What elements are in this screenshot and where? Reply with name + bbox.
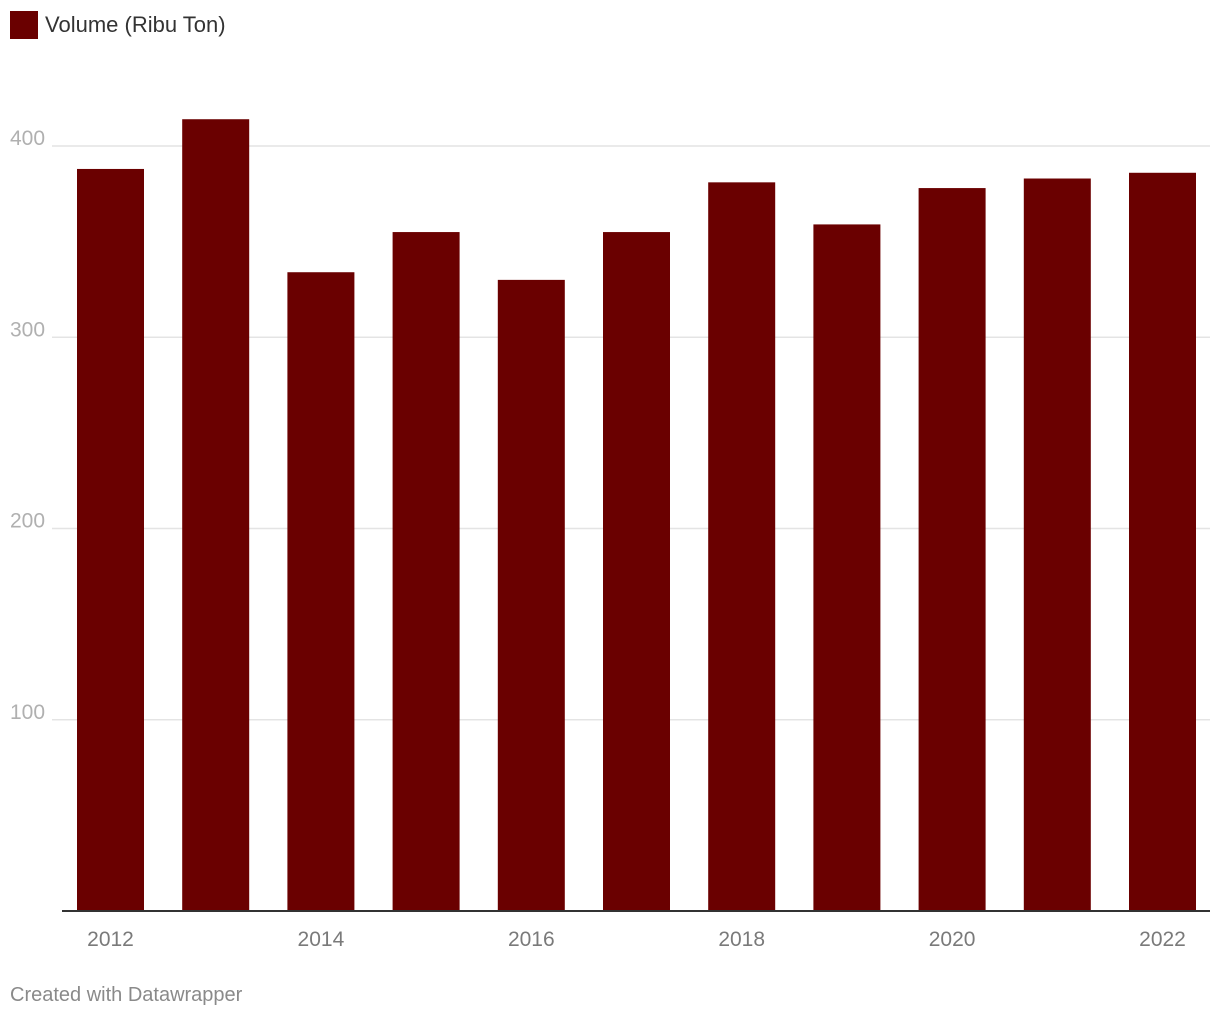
bar-2012: [77, 168, 144, 911]
x-tick-label: 2020: [929, 928, 976, 951]
x-tick-label: 2012: [87, 928, 134, 951]
legend-label: Volume (Ribu Ton): [45, 12, 226, 37]
x-tick-label: 2022: [1139, 928, 1186, 951]
x-tick-label: 2014: [298, 928, 345, 951]
bar-2017: [603, 232, 670, 911]
x-tick-label: 2018: [718, 928, 765, 951]
y-tick-label: 100: [10, 701, 45, 724]
bar-2021: [1023, 178, 1091, 911]
legend: Volume (Ribu Ton): [10, 10, 226, 40]
legend-swatch: [10, 11, 38, 39]
bar-2014: [287, 272, 355, 912]
bars: [77, 119, 1196, 912]
y-tick-label: 400: [10, 127, 45, 150]
bar-2018: [708, 182, 776, 911]
y-tick-label: 300: [10, 318, 45, 341]
bar-2022: [1129, 172, 1196, 911]
bar-2016: [497, 279, 565, 911]
y-tick-label: 200: [10, 510, 45, 533]
credit-footer: Created with Datawrapper: [10, 984, 243, 1006]
bar-2013: [182, 119, 250, 912]
bar-2015: [392, 232, 460, 911]
x-tick-label: 2016: [508, 928, 555, 951]
bar-2020: [918, 188, 986, 911]
axes: 2012 2014 2016 2018 2020 2022: [62, 910, 1210, 951]
bar-2019: [813, 224, 881, 912]
